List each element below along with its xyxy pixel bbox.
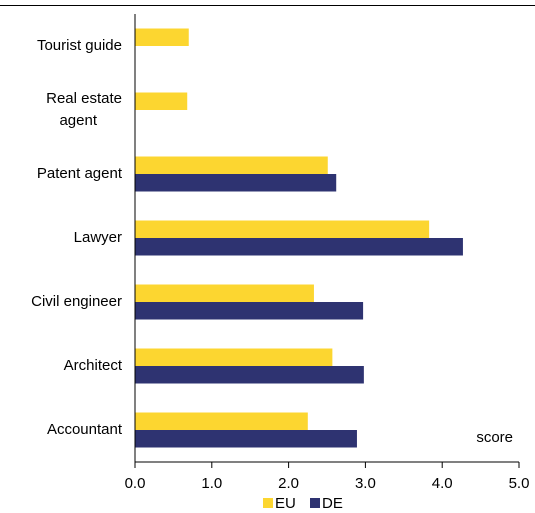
legend-label: EU [275,495,296,512]
bar [135,92,188,110]
y-tick-label: Lawyer [74,229,122,246]
bar [135,430,357,448]
x-tick-label: 2.0 [278,475,299,492]
y-tick-label: Accountant [47,421,123,438]
legend-label: DE [322,495,343,512]
x-tick-label: 4.0 [432,475,453,492]
x-tick-label: 5.0 [509,475,530,492]
legend-swatch [310,498,320,508]
bar [135,348,333,366]
y-tick-label: Real estate agent [46,90,122,129]
y-tick-label: Tourist guide [37,37,122,54]
y-tick-label: Architect [64,357,123,374]
axis-label: score [476,429,513,446]
bar [135,366,364,384]
bar [135,174,337,192]
bar [135,412,308,430]
bar [135,302,364,320]
y-tick-label: Civil engineer [31,293,122,310]
x-tick-label: 0.0 [125,475,146,492]
bar [135,238,463,256]
y-tick-label: Patent agent [37,165,123,182]
x-tick-label: 1.0 [201,475,222,492]
bar [135,28,189,46]
bar [135,284,314,302]
bar [135,156,328,174]
x-tick-label: 3.0 [355,475,376,492]
legend-swatch [263,498,273,508]
bar [135,220,430,238]
